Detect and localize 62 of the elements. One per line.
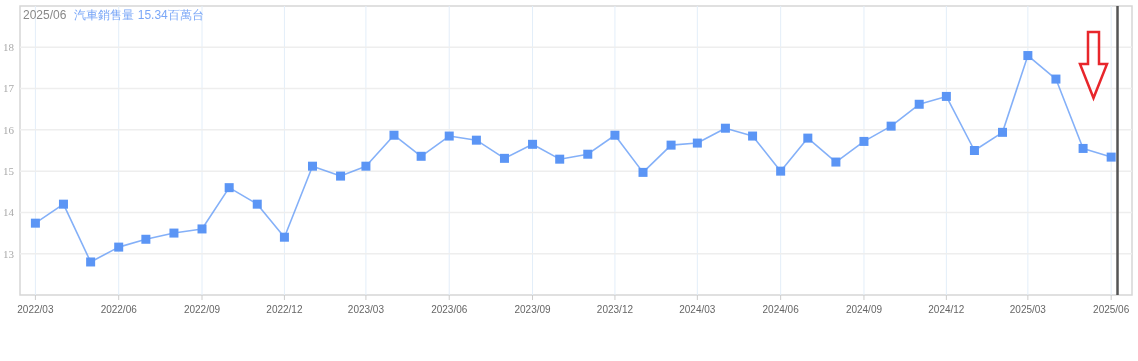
x-tick-label: 2022/09 bbox=[183, 304, 221, 315]
point bbox=[748, 131, 758, 141]
point bbox=[1106, 152, 1116, 162]
x-tick-label: 2024/09 bbox=[845, 304, 883, 315]
point bbox=[86, 257, 96, 267]
point bbox=[1051, 74, 1061, 84]
point bbox=[416, 151, 426, 161]
point bbox=[720, 123, 730, 133]
x-tick-label: 2023/09 bbox=[514, 304, 552, 315]
point bbox=[1023, 51, 1033, 61]
point bbox=[969, 146, 979, 155]
y-tick-label: 14 bbox=[3, 206, 15, 219]
chart-subtitle: 汽車銷售量 15.34百萬台 bbox=[74, 8, 204, 22]
point bbox=[998, 127, 1008, 137]
y-tick-label: 13 bbox=[3, 247, 15, 260]
point bbox=[444, 131, 454, 141]
x-tick-label: 2023/03 bbox=[347, 304, 385, 315]
x-tick-label: 2024/12 bbox=[928, 304, 965, 315]
point bbox=[114, 242, 124, 252]
point bbox=[803, 133, 813, 143]
point bbox=[831, 157, 841, 167]
point bbox=[859, 136, 869, 146]
x-tick-label: 2022/06 bbox=[100, 304, 138, 315]
point bbox=[141, 234, 151, 244]
x-tick-label: 2025/06 bbox=[1093, 304, 1130, 315]
point bbox=[1078, 143, 1088, 153]
point bbox=[471, 135, 481, 145]
point bbox=[886, 121, 896, 131]
chart-title: 2025/06 bbox=[23, 8, 67, 22]
point bbox=[58, 199, 68, 209]
point bbox=[499, 153, 509, 163]
x-tick-label: 2022/12 bbox=[266, 304, 303, 315]
point bbox=[361, 161, 371, 171]
point bbox=[252, 199, 262, 209]
point bbox=[776, 166, 786, 176]
point bbox=[583, 149, 593, 159]
y-tick-label: 16 bbox=[3, 123, 15, 136]
point bbox=[666, 140, 676, 150]
point bbox=[224, 183, 234, 193]
point bbox=[197, 224, 207, 234]
point bbox=[30, 218, 40, 228]
y-tick-label: 18 bbox=[3, 41, 15, 54]
point bbox=[169, 228, 179, 238]
x-tick-label: 2024/03 bbox=[679, 304, 716, 315]
point bbox=[528, 139, 538, 149]
point bbox=[941, 91, 951, 101]
point bbox=[914, 99, 924, 109]
point bbox=[336, 171, 346, 181]
point bbox=[638, 167, 648, 177]
point bbox=[307, 161, 317, 171]
point bbox=[555, 154, 565, 164]
point bbox=[279, 232, 289, 242]
point bbox=[389, 130, 399, 140]
point bbox=[692, 138, 702, 148]
x-tick-label: 2025/03 bbox=[1009, 304, 1047, 315]
x-tick-label: 2023/12 bbox=[596, 304, 634, 315]
x-tick-label: 2022/03 bbox=[17, 304, 54, 315]
point bbox=[610, 130, 620, 140]
y-tick-label: 17 bbox=[3, 82, 15, 95]
y-tick-label: 15 bbox=[3, 164, 15, 177]
x-tick-label: 2024/06 bbox=[762, 304, 800, 315]
x-tick-label: 2023/06 bbox=[431, 304, 468, 315]
